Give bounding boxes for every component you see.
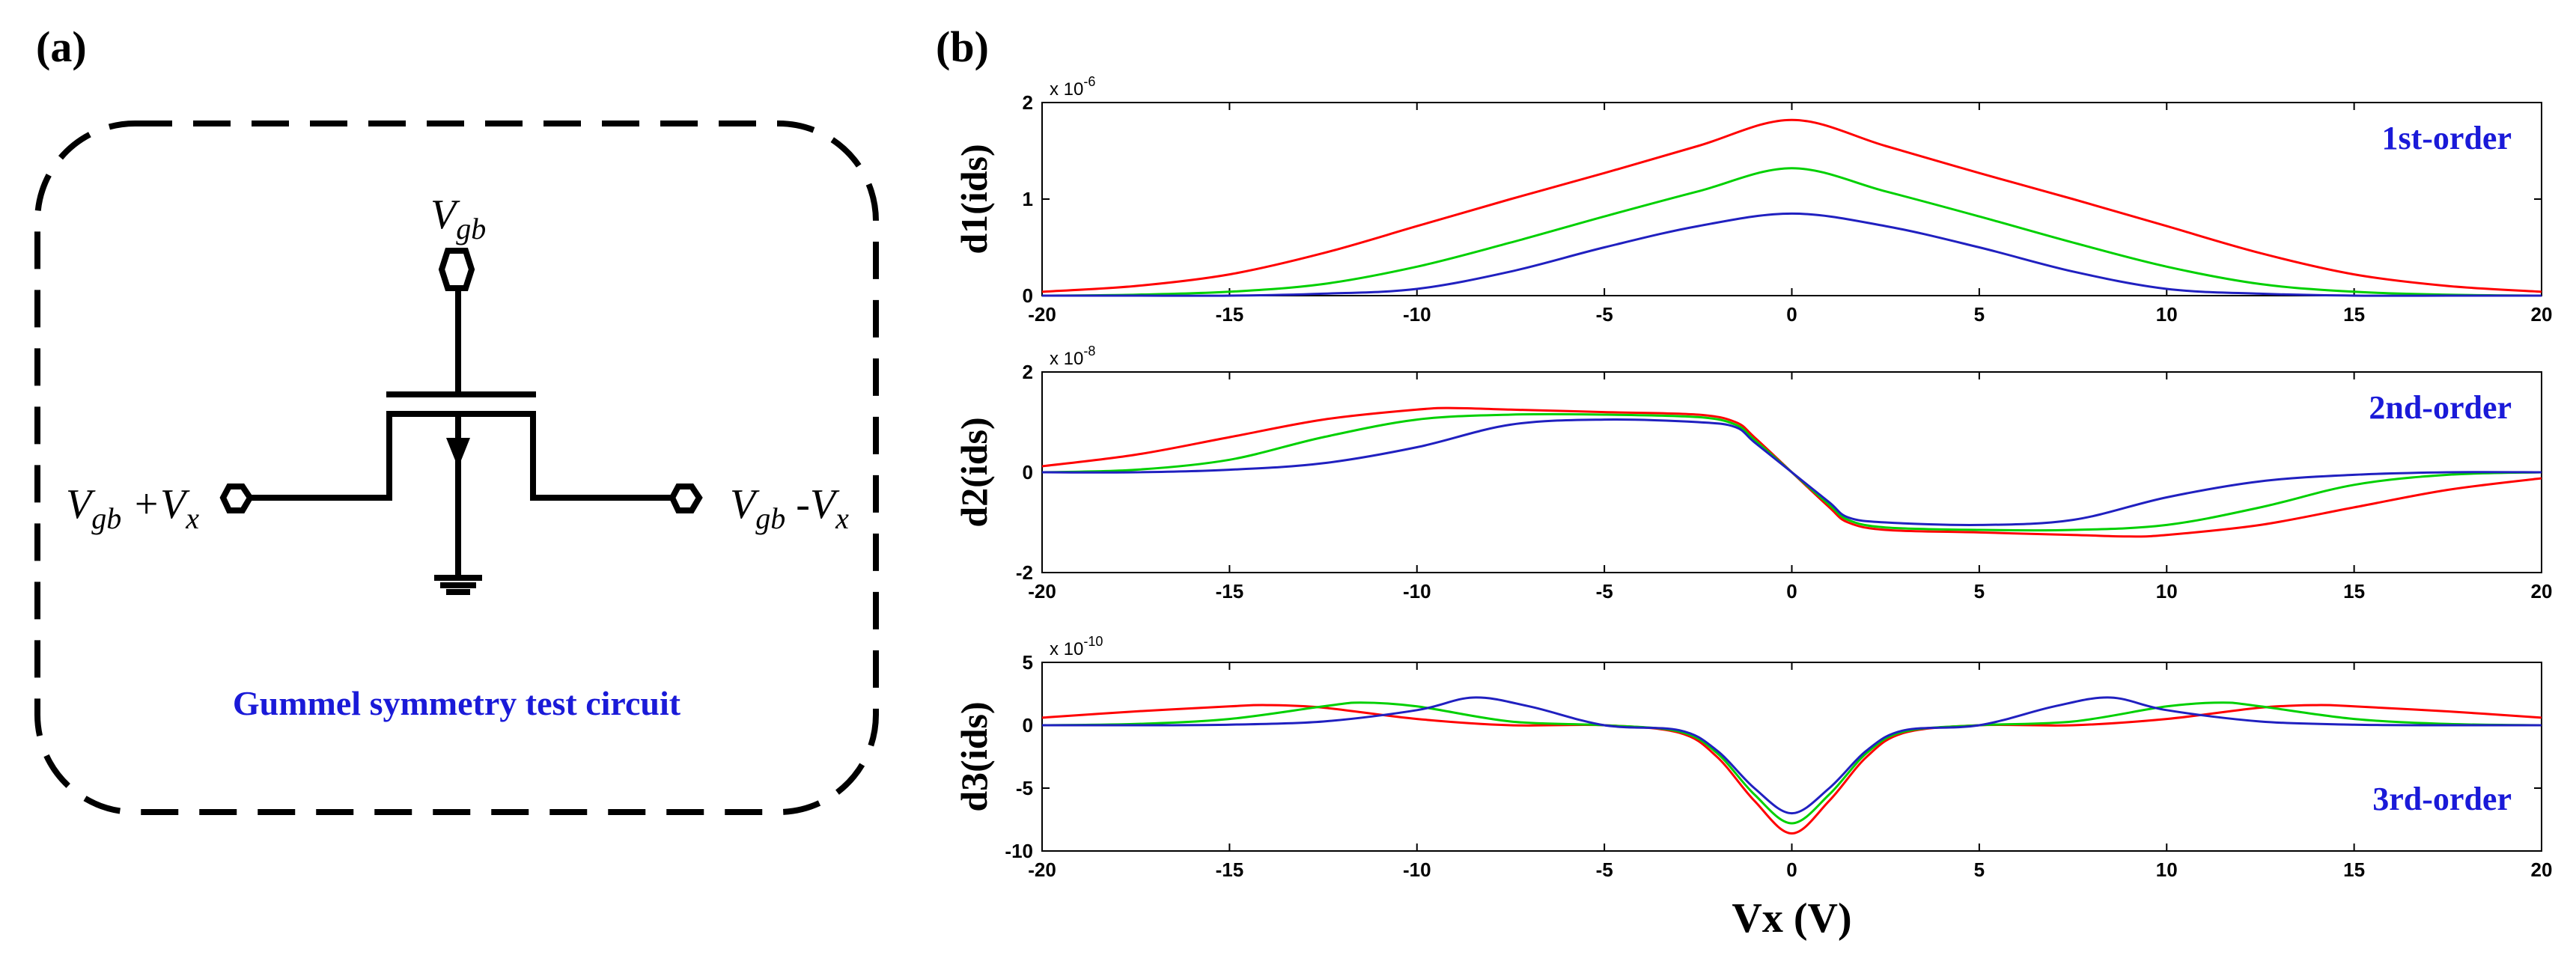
x-tick-label: 15: [2343, 580, 2365, 602]
left-node-terminal: [219, 483, 254, 513]
x-tick-label: -20: [1028, 858, 1056, 881]
series-line-blue: [1041, 212, 2542, 297]
series-line-red: [1041, 118, 2542, 293]
y-tick-label: 1: [1023, 188, 1033, 210]
order-label: 1st-order: [2382, 120, 2512, 156]
circuit-boundary: [34, 120, 879, 815]
y-axis-label: d3(ids): [953, 701, 995, 811]
y-tick-label: -2: [1016, 561, 1033, 584]
x-tick-label: -5: [1596, 303, 1613, 326]
x-tick-label: -10: [1403, 858, 1431, 881]
x-tick-label: -15: [1216, 303, 1244, 326]
x-tick-label: -20: [1028, 303, 1056, 326]
series-line-red: [1041, 704, 2542, 835]
ground-icon: [434, 575, 482, 595]
panel-b-label: (b): [936, 22, 989, 71]
x-tick-label: 5: [1974, 580, 1985, 602]
x-tick-label: -20: [1028, 580, 1056, 602]
left-node-label: Vgb +Vx: [66, 481, 199, 535]
x-tick-label: 10: [2156, 858, 2178, 881]
x-tick-label: 0: [1786, 580, 1797, 602]
x-tick-label: -10: [1403, 303, 1431, 326]
x-tick-label: 10: [2156, 303, 2178, 326]
chart-1: -20 -15 -10 -5 0 5 10 15 20 0 1 2 x 10-6 d1(ids) 1st-o…: [953, 74, 2552, 326]
x-axis-label: Vx (V): [1732, 895, 1851, 942]
axis-exponent: x 10-10: [1050, 634, 1103, 659]
panel-a-label: (a): [36, 22, 87, 71]
axis-exponent: x 10-6: [1050, 74, 1095, 100]
y-axis-label: d1(ids): [953, 144, 995, 254]
circuit-caption: Gummel symmetry test circuit: [233, 684, 681, 722]
right-node-label: Vgb -Vx: [730, 481, 849, 535]
x-tick-label: 20: [2531, 858, 2553, 881]
y-axis-label: d2(ids): [953, 417, 995, 527]
series-line-green: [1041, 701, 2542, 825]
top-node-label: Vgb: [430, 192, 486, 245]
y-tick-label: 5: [1023, 651, 1033, 674]
y-tick-label: 0: [1023, 714, 1033, 736]
y-tick-label: -5: [1016, 777, 1033, 799]
x-tick-label: 15: [2343, 858, 2365, 881]
order-label: 2nd-order: [2369, 389, 2512, 426]
y-tick-label: 2: [1023, 361, 1033, 383]
series-line-green: [1041, 167, 2542, 297]
x-tick-label: 20: [2531, 580, 2553, 602]
y-tick-label: 2: [1023, 91, 1033, 114]
gate-terminal: [438, 248, 475, 291]
panel-a: (a): [34, 22, 879, 815]
chart-3: -20 -15 -10 -5 0 5 10 15 20 -10 -5 0 5 x 10-10 d3(ids)…: [953, 634, 2552, 942]
x-tick-label: -15: [1216, 580, 1244, 602]
order-label: 3rd-order: [2372, 781, 2512, 817]
x-tick-label: 0: [1786, 303, 1797, 326]
x-tick-label: 5: [1974, 858, 1985, 881]
body-arrow-icon: [446, 438, 470, 468]
x-tick-label: -5: [1596, 858, 1613, 881]
x-tick-label: -10: [1403, 580, 1431, 602]
right-node-terminal: [669, 483, 703, 513]
x-tick-label: 15: [2343, 303, 2365, 326]
x-tick-label: 5: [1974, 303, 1985, 326]
x-tick-label: 10: [2156, 580, 2178, 602]
x-tick-label: -5: [1596, 580, 1613, 602]
x-tick-label: 20: [2531, 303, 2553, 326]
y-tick-label: 0: [1023, 284, 1033, 307]
x-tick-label: -15: [1216, 858, 1244, 881]
series-line-blue: [1041, 696, 2542, 815]
y-tick-label: 0: [1023, 461, 1033, 483]
circuit-schematic: [219, 248, 703, 595]
series-line-blue: [1041, 418, 2542, 526]
y-tick-label: -10: [1005, 840, 1033, 862]
axis-exponent: x 10-8: [1050, 344, 1095, 369]
x-tick-label: 0: [1786, 858, 1797, 881]
